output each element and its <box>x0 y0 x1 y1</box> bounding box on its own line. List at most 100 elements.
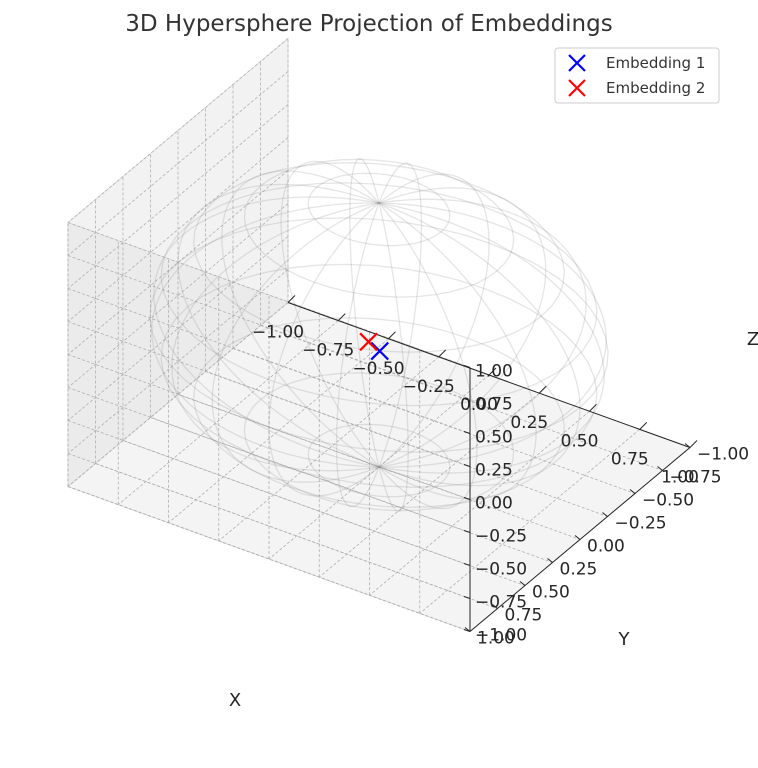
y-tick-label: −0.50 <box>642 491 694 511</box>
grid-line <box>67 302 289 487</box>
grid-line <box>67 269 289 454</box>
y-tick-label: −0.25 <box>615 514 667 534</box>
z-tick <box>463 431 471 434</box>
sphere-meridian <box>211 202 380 483</box>
z-tick <box>463 497 471 500</box>
z-tick-label: −1.00 <box>475 626 527 646</box>
z-tick-label: 0.75 <box>475 395 513 415</box>
grid-line <box>67 203 289 388</box>
y-tick-label: 0.50 <box>532 583 570 603</box>
x-tick <box>589 403 597 412</box>
axes-grid <box>67 38 691 632</box>
sphere-meridian <box>349 157 380 468</box>
grid-line <box>168 338 389 524</box>
sphere-meridian <box>378 198 587 468</box>
grid-line <box>369 410 590 596</box>
z-tick <box>463 398 471 401</box>
axis-ticks: −1.00−1.00−1.00−0.75−0.75−0.75−0.50−0.50… <box>252 295 749 649</box>
y-tick <box>492 604 498 609</box>
sphere-meridian <box>378 173 490 468</box>
grid-line <box>117 320 339 505</box>
sphere-latitude <box>149 217 609 453</box>
x-axis-label: X <box>229 690 241 711</box>
sphere-latitude <box>243 372 515 512</box>
y-tick <box>464 627 471 632</box>
x-tick <box>438 349 447 358</box>
x-tick <box>337 313 346 321</box>
z-axis-label: Z <box>747 329 758 350</box>
sphere-meridian <box>151 202 380 468</box>
z-tick-label: 1.00 <box>475 362 513 382</box>
sphere-latitude <box>160 182 598 407</box>
x-tick <box>287 295 296 303</box>
grid-line <box>177 394 581 540</box>
grid-line <box>95 463 498 609</box>
z-tick <box>463 563 471 566</box>
grid-line <box>67 321 471 467</box>
grid-line <box>67 387 471 533</box>
grid-line <box>268 374 490 560</box>
legend-marker-x-icon <box>568 54 586 72</box>
y-tick-label: −1.00 <box>697 445 749 465</box>
sphere-meridian <box>153 196 380 468</box>
z-tick-label: −0.50 <box>475 560 527 580</box>
grid-line <box>218 356 440 542</box>
point-embedding-1 <box>370 341 389 361</box>
legend: Embedding 1 Embedding 2 <box>554 47 720 104</box>
grid-line <box>260 325 663 471</box>
sphere-latitude <box>193 162 565 353</box>
chart-title: 3D Hypersphere Projection of Embeddings <box>125 11 612 37</box>
legend-item: Embedding 2 <box>568 79 705 97</box>
x-tick-label: 1.00 <box>661 468 699 488</box>
y-tick <box>684 443 691 448</box>
data-points <box>359 332 389 361</box>
grid-line <box>67 104 289 289</box>
x-tick-label: −0.75 <box>302 341 354 361</box>
sphere-meridian <box>378 187 547 468</box>
z-tick <box>463 365 471 368</box>
z-tick-label: 0.50 <box>475 428 513 448</box>
z-tick-label: 0.25 <box>475 461 513 481</box>
grid-line <box>67 354 471 500</box>
sphere-meridian <box>221 170 380 468</box>
sphere-latitude <box>193 317 565 508</box>
sphere-meridian <box>378 162 423 468</box>
z-tick-label: −0.25 <box>475 527 527 547</box>
y-tick <box>547 558 553 563</box>
y-tick <box>602 512 608 517</box>
x-tick-label: −1.00 <box>252 323 304 343</box>
z-tick <box>463 596 471 599</box>
sphere-meridian <box>378 202 607 468</box>
x-tick <box>488 367 497 376</box>
grid-line <box>67 38 289 223</box>
grid-line <box>67 71 289 256</box>
grid-line <box>67 486 471 632</box>
sphere-meridian <box>268 202 380 497</box>
legend-label: Embedding 1 <box>606 54 705 72</box>
grid-line <box>67 137 289 322</box>
x-tick <box>689 440 698 448</box>
sphere-latitude <box>243 158 515 298</box>
sphere-wireframe <box>149 157 609 513</box>
z-tick <box>463 530 471 533</box>
grid-line <box>122 440 526 586</box>
sphere-latitude <box>307 423 451 498</box>
grid-line <box>67 236 289 421</box>
point-embedding-2 <box>359 332 378 352</box>
sphere-meridian <box>378 202 409 513</box>
legend-marker-x-icon <box>568 79 586 97</box>
sphere-meridian <box>335 202 380 508</box>
z-tick-label: −0.75 <box>475 593 527 613</box>
sphere-latitude <box>160 263 598 488</box>
grid-line <box>232 348 636 494</box>
grid-line <box>67 255 471 401</box>
legend-item: Embedding 1 <box>568 54 705 72</box>
y-tick <box>574 535 581 540</box>
sphere-meridian <box>378 202 537 500</box>
z-tick <box>463 464 471 467</box>
y-tick-label: −0.75 <box>670 468 722 488</box>
sphere-meridian <box>171 202 380 472</box>
sphere-meridian <box>177 183 380 468</box>
grid-line <box>67 170 289 355</box>
